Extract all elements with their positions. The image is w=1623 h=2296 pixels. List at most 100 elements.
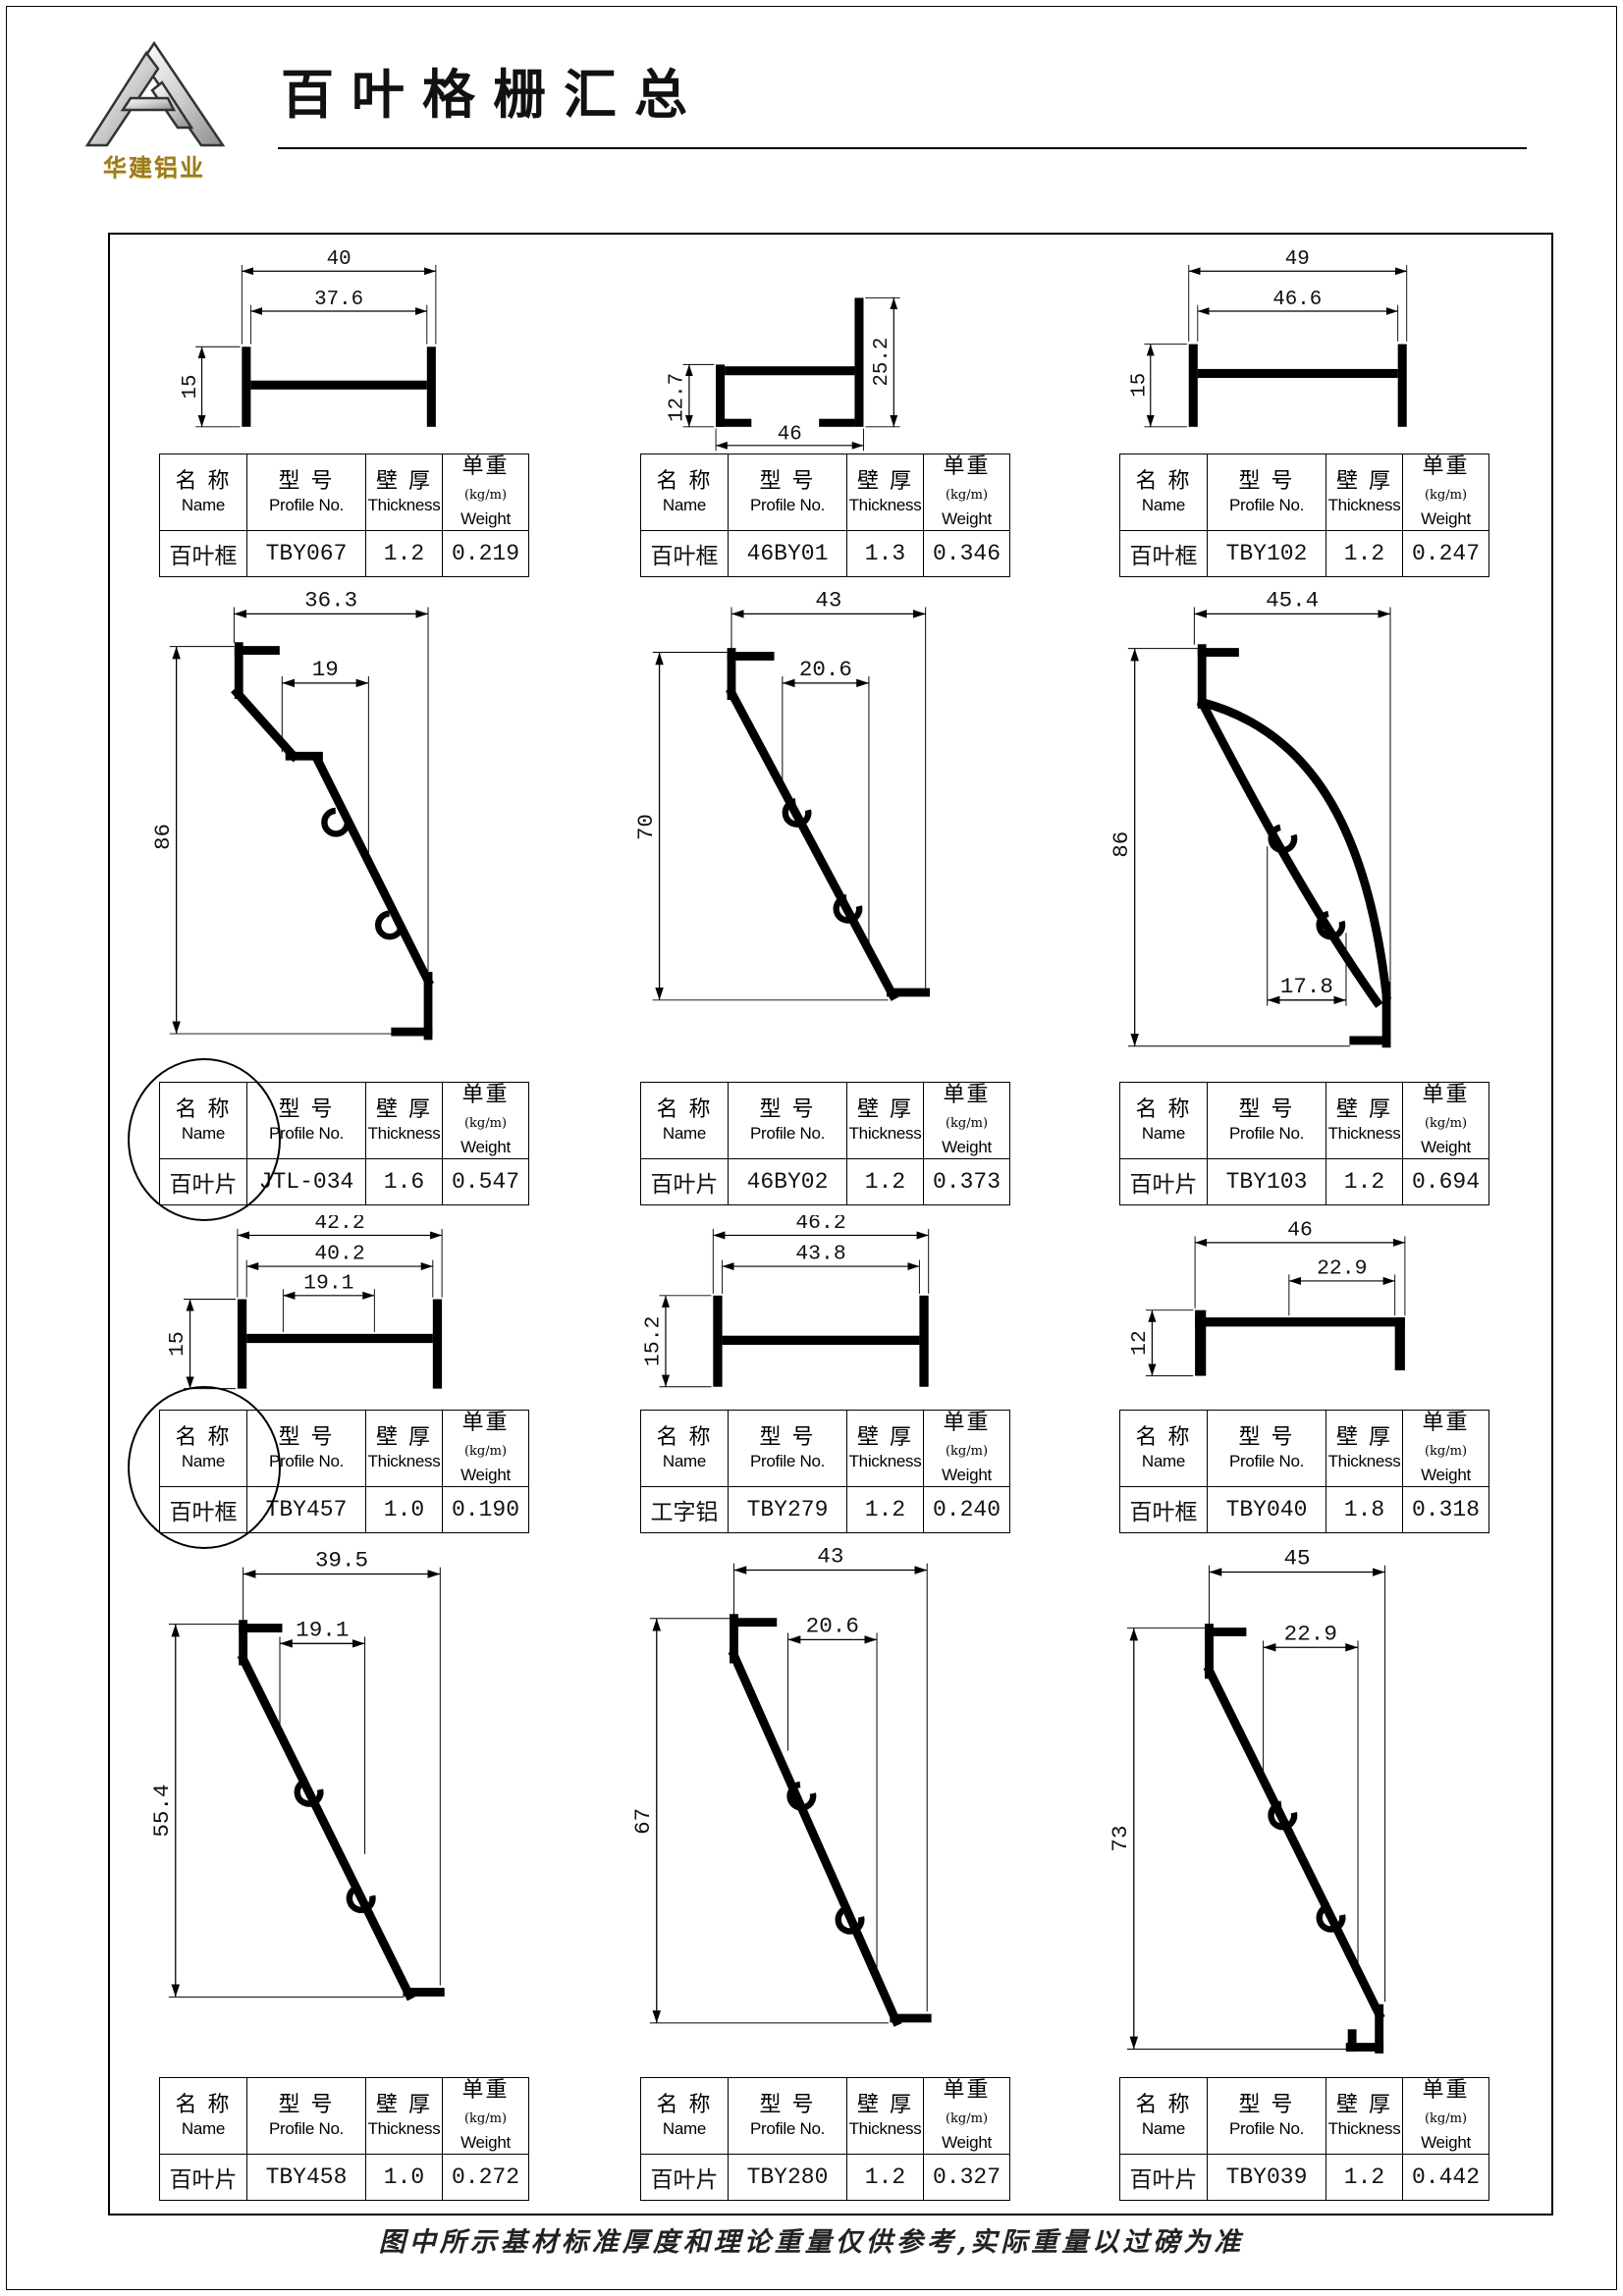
profile-shape — [237, 1620, 445, 2002]
dimension-label: 40.2 — [314, 1243, 364, 1266]
spec-table: 名 称 Name 型 号 Profile No. 壁 厚 Thickness 单重(k… — [640, 1082, 1010, 1205]
cell-thickness: 1.0 — [365, 2154, 443, 2201]
spec-table: 名 称 Name 型 号 Profile No. 壁 厚 Thickness 单重(k… — [159, 1410, 529, 1533]
spec-table-wrap: 名 称 Name 型 号 Profile No. 壁 厚 Thickness 单重(k… — [640, 1082, 1010, 1205]
dimension-lines: 43 20.6 67 — [630, 1544, 928, 2024]
spec-table-wrap: 名 称 Name 型 号 Profile No. 壁 厚 Thickness 单重(k… — [640, 2077, 1010, 2201]
cell-profile-no: TBY103 — [1207, 1158, 1326, 1205]
cell-profile-no: TBY039 — [1207, 2154, 1326, 2201]
spec-table: 名 称 Name 型 号 Profile No. 壁 厚 Thickness 单重(k… — [1119, 454, 1489, 577]
spec-table: 名 称 Name 型 号 Profile No. 壁 厚 Thickness 单重(k… — [159, 2077, 529, 2201]
cell-name: 百叶框 — [1119, 1486, 1208, 1533]
spec-table-wrap: 名 称 Name 型 号 Profile No. 壁 厚 Thickness 单重(k… — [1119, 2077, 1489, 2201]
dimension-label: 49 — [1285, 248, 1310, 271]
profile-panel-46by02: 43 20.6 70 名 称 Name 型 号 Profile No. 壁 厚 Thi… — [591, 587, 1070, 1213]
dimension-label: 20.6 — [799, 657, 852, 682]
profile-panel-tby102: 49 46.6 15 名 称 Name 型 号 Profile No. 壁 厚 Thi… — [1070, 236, 1549, 585]
cell-weight: 0.442 — [1402, 2154, 1489, 2201]
cell-profile-no: 46BY01 — [728, 530, 847, 577]
dimension-lines: 40 37.6 15 — [180, 248, 437, 428]
cell-name: 百叶片 — [640, 1158, 729, 1205]
cell-profile-no: TBY457 — [246, 1486, 366, 1533]
cell-weight: 0.219 — [442, 530, 529, 577]
cell-thickness: 1.0 — [365, 1486, 443, 1533]
dimension-label: 15 — [166, 1331, 189, 1357]
cell-profile-no: TBY458 — [246, 2154, 366, 2201]
dimension-label: 73 — [1108, 1825, 1133, 1851]
profile-drawing-tby040: 46 22.9 12 — [1128, 1218, 1406, 1377]
dimension-label: 25.2 — [871, 338, 893, 387]
cell-name: 百叶片 — [1119, 2154, 1208, 2201]
profile-shape — [726, 648, 931, 1001]
dimension-label: 17.8 — [1280, 974, 1333, 999]
dimension-lines: 49 46.6 15 — [1128, 248, 1408, 428]
cell-weight: 0.272 — [442, 2154, 529, 2201]
dimension-label: 42.2 — [314, 1215, 364, 1235]
cell-thickness: 1.2 — [1325, 2154, 1403, 2201]
dimension-label: 46.2 — [795, 1215, 845, 1235]
spec-table-wrap: 名 称 Name 型 号 Profile No. 壁 厚 Thickness 单重(k… — [1119, 1410, 1489, 1533]
cell-name: 百叶框 — [1119, 530, 1208, 577]
dimension-label: 39.5 — [315, 1548, 368, 1574]
profile-drawing-tby103: 45.4 86 17.8 — [1109, 588, 1391, 1048]
dimension-label: 19.1 — [303, 1271, 353, 1295]
dimension-label: 46.6 — [1272, 289, 1322, 311]
profile-shape — [716, 297, 864, 427]
spec-table-wrap: 名 称 Name 型 号 Profile No. 壁 厚 Thickness 单重(k… — [1119, 1082, 1489, 1205]
spec-table: 名 称 Name 型 号 Profile No. 壁 厚 Thickness 单重(k… — [1119, 1082, 1489, 1205]
dimension-label: 36.3 — [304, 588, 357, 614]
cell-profile-no: JTL-034 — [246, 1158, 366, 1205]
cell-name: 百叶框 — [159, 1486, 247, 1533]
profile-drawing-tby457: 42.2 40.2 19.1 15 — [166, 1215, 443, 1390]
profile-panel-jtl034: 36.3 19 86 名 称 Name 型 号 Profile No. 壁 厚 Thi… — [110, 587, 591, 1221]
profile-shape — [713, 1295, 929, 1387]
dimension-lines: 46 22.9 12 — [1128, 1218, 1406, 1377]
spec-table: 名 称 Name 型 号 Profile No. 壁 厚 Thickness 单重(k… — [159, 1082, 529, 1205]
cell-thickness: 1.2 — [846, 2154, 924, 2201]
dimension-lines: 12.7 25.2 46 — [667, 296, 900, 452]
dimension-label: 15.2 — [642, 1316, 666, 1366]
cell-profile-no: TBY280 — [728, 2154, 847, 2201]
spec-table-wrap: 名 称 Name 型 号 Profile No. 壁 厚 Thickness 单重(k… — [128, 1058, 529, 1221]
spec-table-wrap: 名 称 Name 型 号 Profile No. 壁 厚 Thickness 单重(k… — [1119, 454, 1489, 577]
cell-thickness: 1.2 — [1325, 1158, 1403, 1205]
cell-name: 百叶片 — [159, 1158, 247, 1205]
spec-table: 名 称 Name 型 号 Profile No. 壁 厚 Thickness 单重(k… — [640, 2077, 1010, 2201]
cell-thickness: 1.6 — [365, 1158, 443, 1205]
profile-shape — [242, 347, 436, 427]
profile-shape — [1195, 1309, 1405, 1376]
dimension-label: 45 — [1283, 1546, 1310, 1572]
profile-drawing-jtl034: 36.3 19 86 — [150, 588, 434, 1041]
cell-name: 百叶框 — [640, 530, 729, 577]
profile-shape — [231, 642, 434, 1041]
dimension-lines: 36.3 19 86 — [150, 588, 429, 1035]
cell-profile-no: TBY102 — [1207, 530, 1326, 577]
spec-table-wrap: 名 称 Name 型 号 Profile No. 壁 厚 Thickness 单重(k… — [640, 1410, 1010, 1533]
dimension-label: 19.1 — [296, 1617, 349, 1642]
dimension-label: 55.4 — [149, 1784, 175, 1837]
dimension-lines: 46.2 43.8 15.2 — [642, 1215, 930, 1388]
dimension-label: 20.6 — [806, 1614, 859, 1639]
spec-table-wrap: 名 称 Name 型 号 Profile No. 壁 厚 Thickness 单重(k… — [159, 2077, 529, 2201]
dimension-label: 40 — [327, 248, 352, 271]
cell-thickness: 1.2 — [1325, 530, 1403, 577]
content-box — [108, 233, 1553, 2216]
cell-weight: 0.327 — [923, 2154, 1010, 2201]
profile-drawing-46by02: 43 20.6 70 — [633, 588, 931, 1001]
spec-table: 名 称 Name 型 号 Profile No. 壁 厚 Thickness 单重(k… — [1119, 2077, 1489, 2201]
cell-weight: 0.346 — [923, 530, 1010, 577]
spec-table: 名 称 Name 型 号 Profile No. 壁 厚 Thickness 单重(k… — [1119, 1410, 1489, 1533]
cell-weight: 0.373 — [923, 1158, 1010, 1205]
dimension-label: 22.9 — [1284, 1621, 1337, 1646]
profile-shape — [1188, 344, 1407, 427]
profile-shape — [1203, 1624, 1385, 2054]
cell-profile-no: 46BY02 — [728, 1158, 847, 1205]
profile-panel-tby040: 46 22.9 12 名 称 Name 型 号 Profile No. 壁 厚 Thi… — [1070, 1215, 1549, 1541]
dimension-label: 86 — [150, 824, 176, 850]
dimension-label: 37.6 — [314, 289, 363, 311]
dimension-label: 22.9 — [1317, 1256, 1367, 1280]
dimension-label: 15 — [1128, 373, 1151, 398]
